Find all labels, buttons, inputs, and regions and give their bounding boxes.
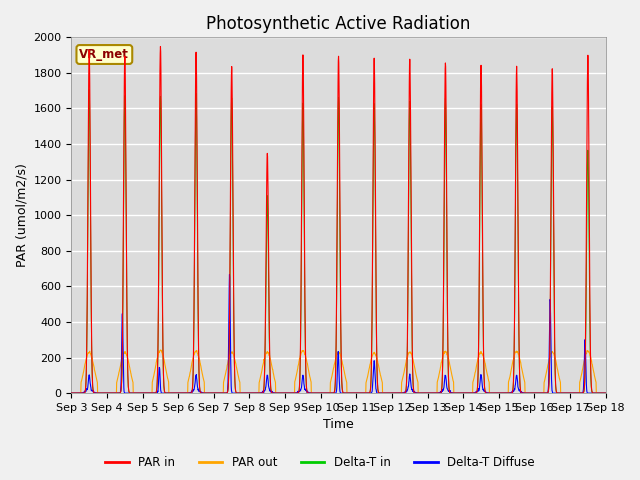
Title: Photosynthetic Active Radiation: Photosynthetic Active Radiation	[206, 15, 471, 33]
X-axis label: Time: Time	[323, 419, 354, 432]
Y-axis label: PAR (umol/m2/s): PAR (umol/m2/s)	[15, 163, 28, 267]
Text: VR_met: VR_met	[79, 48, 129, 61]
Legend: PAR in, PAR out, Delta-T in, Delta-T Diffuse: PAR in, PAR out, Delta-T in, Delta-T Dif…	[100, 452, 540, 474]
